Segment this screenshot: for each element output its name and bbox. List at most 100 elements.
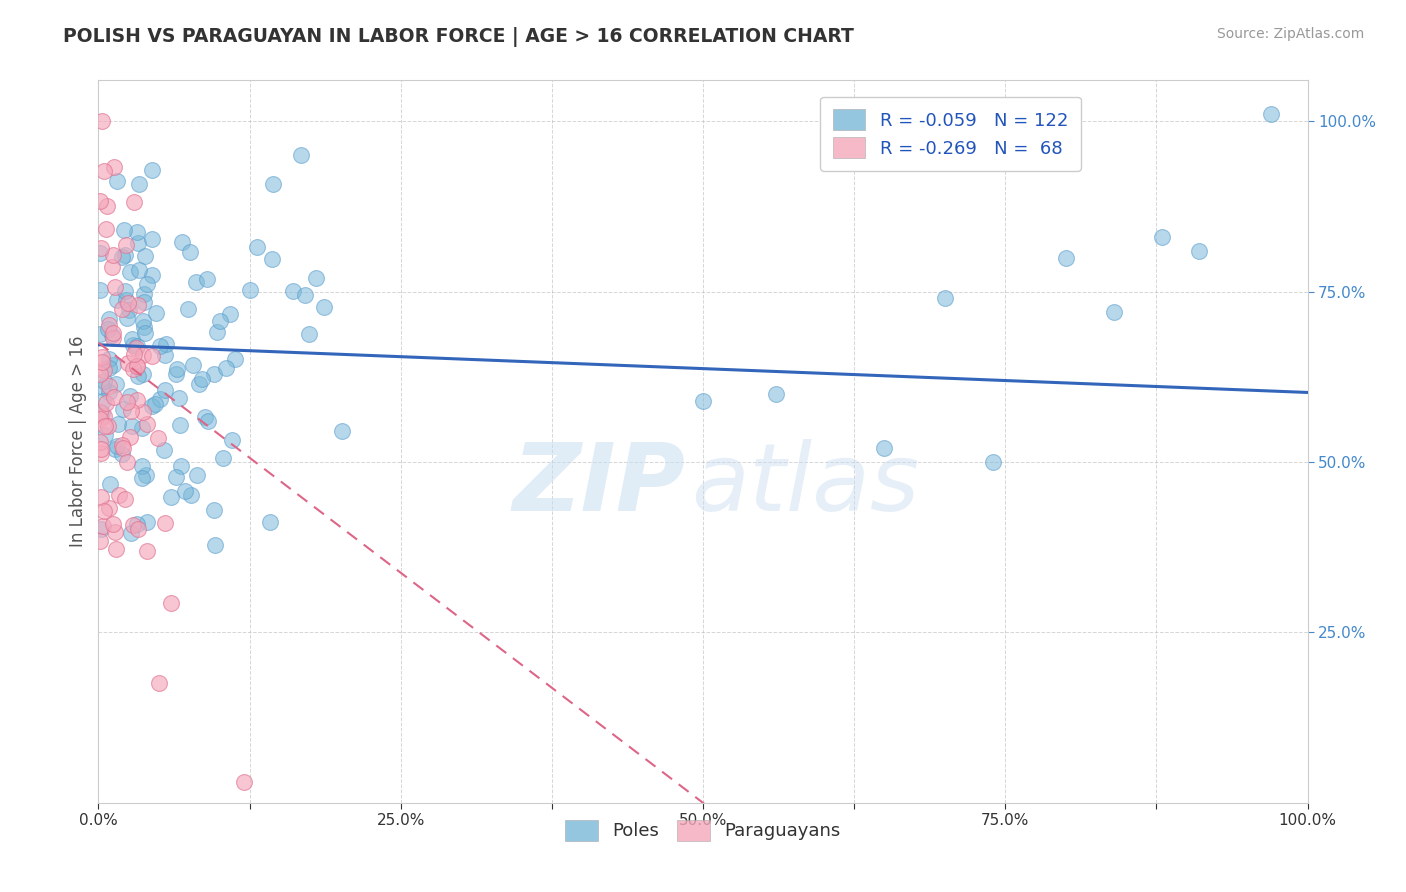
Point <box>195 272 218 286</box>
Text: Source: ZipAtlas.com: Source: ZipAtlas.com <box>1216 27 1364 41</box>
Point <box>94 396 117 410</box>
Point <box>89 283 111 297</box>
Point <box>111 447 134 461</box>
Point <box>290 148 312 162</box>
Point <box>94 428 117 442</box>
Point <box>131 421 153 435</box>
Point <box>197 414 219 428</box>
Point <box>98 477 121 491</box>
Point <box>108 488 131 502</box>
Point <box>94 418 117 433</box>
Point <box>91 406 114 420</box>
Point <box>692 393 714 408</box>
Point <box>93 409 115 423</box>
Point <box>121 418 143 433</box>
Point <box>202 367 225 381</box>
Point <box>114 284 136 298</box>
Point <box>166 362 188 376</box>
Point <box>152 443 174 458</box>
Point <box>141 232 163 246</box>
Y-axis label: In Labor Force | Age > 16: In Labor Force | Age > 16 <box>69 335 87 548</box>
Point <box>128 263 150 277</box>
Point <box>165 368 187 382</box>
Point <box>112 223 135 237</box>
Point <box>153 516 176 530</box>
Point <box>224 351 246 366</box>
Point <box>141 349 163 363</box>
Point <box>186 276 208 290</box>
Point <box>146 431 169 445</box>
Point <box>101 260 124 274</box>
Point <box>141 268 163 283</box>
Point <box>89 245 111 260</box>
Point <box>101 358 124 372</box>
Point <box>131 348 153 362</box>
Point <box>121 526 143 541</box>
Point <box>127 368 149 383</box>
Point <box>90 442 112 456</box>
Point <box>89 533 111 548</box>
Point <box>239 283 262 297</box>
Point <box>330 424 353 438</box>
Point <box>104 280 127 294</box>
Point <box>124 195 146 210</box>
Point <box>160 596 183 610</box>
Point <box>188 376 211 391</box>
Point <box>169 418 191 433</box>
Point <box>148 676 170 690</box>
Point <box>132 286 155 301</box>
Point <box>141 163 163 178</box>
Point <box>96 199 118 213</box>
Point <box>153 384 176 398</box>
Point <box>934 292 956 306</box>
Point <box>93 504 115 518</box>
Point <box>98 501 121 516</box>
Point <box>117 356 139 370</box>
Point <box>160 490 183 504</box>
Point <box>89 367 111 381</box>
Point <box>143 397 166 411</box>
Point <box>101 326 124 341</box>
Point <box>117 394 139 409</box>
Point <box>170 235 193 250</box>
Point <box>208 314 231 328</box>
Point <box>215 361 238 376</box>
Point <box>136 544 159 558</box>
Point <box>127 359 149 373</box>
Point <box>141 400 163 414</box>
Point <box>91 350 114 364</box>
Point <box>101 247 124 261</box>
Point <box>90 522 112 536</box>
Point <box>180 488 202 502</box>
Point <box>127 393 149 408</box>
Point <box>205 325 228 339</box>
Point <box>125 339 148 353</box>
Point <box>134 320 156 334</box>
Point <box>765 387 787 401</box>
Point <box>170 459 193 474</box>
Point <box>294 288 316 302</box>
Point <box>305 270 328 285</box>
Point <box>127 298 149 312</box>
Point <box>115 311 138 326</box>
Point <box>105 439 128 453</box>
Point <box>298 326 321 341</box>
Point <box>131 458 153 473</box>
Point <box>111 441 134 455</box>
Point <box>93 164 115 178</box>
Point <box>118 430 141 444</box>
Point <box>232 775 254 789</box>
Point <box>314 300 336 314</box>
Point <box>135 417 157 431</box>
Point <box>128 177 150 191</box>
Point <box>103 390 125 404</box>
Legend: Poles, Paraguayans: Poles, Paraguayans <box>558 813 848 848</box>
Point <box>121 332 143 346</box>
Point <box>97 361 120 376</box>
Point <box>93 374 115 388</box>
Point <box>167 391 190 405</box>
Point <box>103 517 125 532</box>
Point <box>135 277 157 291</box>
Point <box>96 418 118 433</box>
Point <box>149 392 172 406</box>
